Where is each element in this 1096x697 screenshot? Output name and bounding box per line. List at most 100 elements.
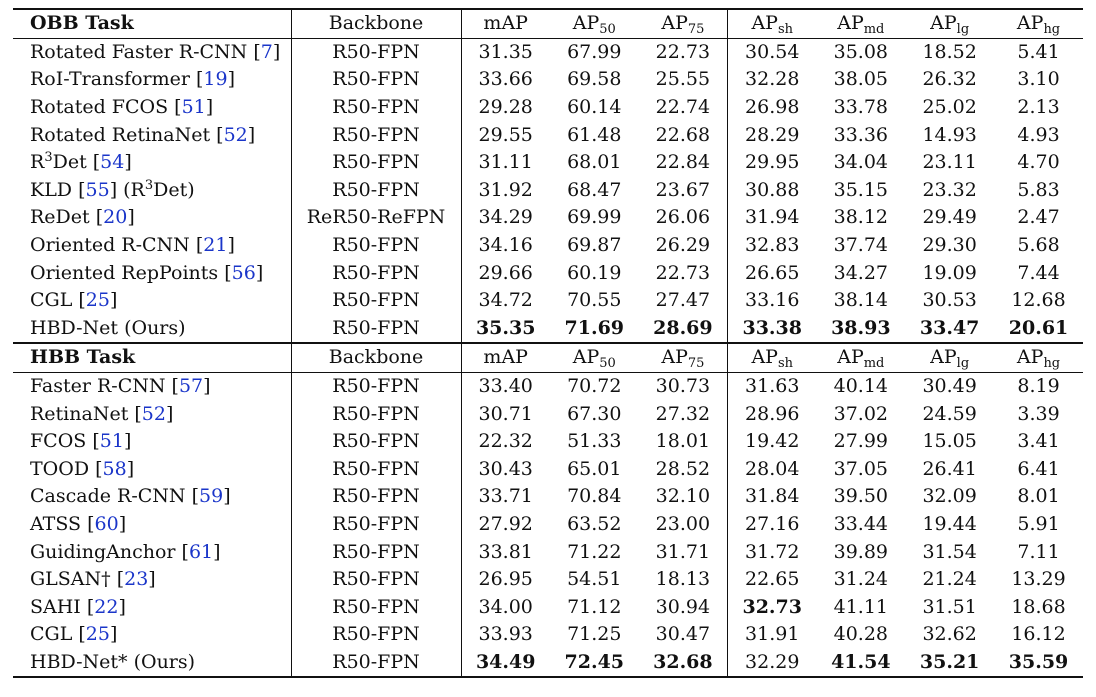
- backbone-cell: R50-FPN: [291, 372, 462, 401]
- method-name: Oriented R-CNN [21]: [13, 231, 292, 260]
- method-text: ] (R: [109, 178, 145, 201]
- method-text: ]: [127, 206, 135, 229]
- method-text: ]: [118, 512, 127, 535]
- table-row: SAHI [22] R50-FPN 34.00 71.12 30.94 32.73 41.1…: [13, 593, 1083, 622]
- method-text: ]: [118, 595, 126, 618]
- apsh-cell: 26.98: [745, 96, 800, 119]
- table-row: ReDet [20] ReR50-ReFPN 34.29 69.99 26.06 31.9…: [13, 204, 1083, 232]
- method-name: SAHI [22]: [13, 593, 292, 622]
- apsh-cell: 32.29: [727, 648, 817, 679]
- aphg-cell: 35.59: [994, 648, 1083, 679]
- apsh-cell: 28.29: [745, 123, 800, 146]
- citation-ref: 55: [85, 178, 110, 201]
- method-text: ]: [148, 568, 156, 591]
- table-row: CGL [25] R50-FPN 33.93 71.25 30.47 31.91 40.28…: [13, 621, 1083, 649]
- ap50-cell: 70.84: [567, 485, 622, 508]
- method-text: ]: [124, 151, 132, 174]
- map-cell: 33.93: [478, 623, 533, 646]
- method-text: R: [30, 151, 45, 174]
- hbb-backbone-header: Backbone: [291, 342, 462, 373]
- aplg-cell: 24.59: [922, 402, 977, 425]
- hbb-aphg-header: APhg: [994, 342, 1083, 373]
- aphg-cell: 8.19: [1017, 375, 1060, 398]
- apsh-cell: 31.91: [745, 623, 800, 646]
- method-text: KLD [: [30, 178, 86, 201]
- ap75-cell: 18.01: [638, 427, 729, 456]
- ap75-cell: 26.29: [638, 231, 729, 260]
- backbone-cell: R50-FPN: [291, 148, 462, 177]
- method-text: ]: [109, 289, 118, 312]
- map-cell: 34.00: [478, 595, 533, 618]
- table-row: ATSS [60] R50-FPN 27.92 63.52 23.00 27.16 33.4…: [13, 510, 1083, 539]
- aphg-cell: 16.12: [1011, 623, 1066, 646]
- superscript: 3: [144, 177, 154, 193]
- hbb-header-row: HBB Task Backbone mAP AP50 AP75 APsh APm…: [13, 342, 1083, 373]
- aphg-cell: 3.41: [1017, 430, 1060, 453]
- method-text: GuidingAnchor [: [30, 540, 189, 563]
- apmd-cell: 41.54: [816, 648, 906, 679]
- ap75-cell: 32.68: [638, 648, 729, 679]
- ap75-cell: 27.47: [638, 286, 729, 315]
- ap50-cell: 60.14: [567, 96, 622, 119]
- aphg-cell: 4.93: [1017, 123, 1060, 146]
- citation-ref: 54: [100, 151, 125, 174]
- ap50-cell: 54.51: [567, 568, 622, 591]
- aplg-cell: 31.54: [922, 540, 977, 563]
- backbone-cell: R50-FPN: [291, 286, 462, 315]
- method-text: Oriented R-CNN [: [30, 234, 204, 257]
- backbone-cell: R50-FPN: [291, 121, 462, 149]
- apmd-cell: 38.12: [833, 206, 889, 229]
- apmd-cell: 27.99: [833, 430, 889, 453]
- hbb-apsh-header: APsh: [727, 342, 817, 373]
- apsh-cell: 31.94: [745, 206, 800, 229]
- method-name: FCOS [51]: [13, 427, 292, 456]
- table-row: HBD-Net* (Ours) R50-FPN 34.49 72.45 32.68 32.…: [13, 648, 1083, 679]
- aplg-cell: 18.52: [922, 40, 977, 63]
- apsh-cell: 32.83: [745, 234, 800, 257]
- backbone-cell: R50-FPN: [291, 259, 462, 287]
- method-text: TOOD [: [30, 457, 103, 480]
- method-text: ]: [247, 123, 256, 146]
- aphg-cell: 18.68: [1011, 595, 1066, 618]
- citation-ref: 52: [141, 402, 166, 425]
- method-text: Det): [153, 178, 195, 201]
- backbone-cell: R50-FPN: [291, 565, 462, 594]
- ap75-cell: 27.32: [638, 400, 729, 428]
- method-text: ]: [165, 402, 174, 425]
- apmd-cell: 40.28: [833, 623, 889, 646]
- table-row: GuidingAnchor [61] R50-FPN 33.81 71.22 31.71…: [13, 538, 1083, 566]
- ap50-cell: 69.99: [567, 206, 622, 229]
- method-text: ]: [203, 375, 211, 398]
- backbone-cell: R50-FPN: [291, 483, 462, 511]
- aphg-cell: 20.61: [1008, 316, 1069, 339]
- method-text: GLSAN† [: [30, 568, 125, 591]
- method-text: Rotated RetinaNet [: [30, 123, 224, 146]
- table-row: Rotated RetinaNet [52] R50-FPN 29.55 61.48 2…: [13, 121, 1083, 149]
- method-name: ATSS [60]: [13, 510, 292, 539]
- backbone-cell: R50-FPN: [291, 455, 462, 484]
- table-row: Oriented R-CNN [21] R50-FPN 34.16 69.87 26.2…: [13, 231, 1083, 260]
- map-cell: 30.71: [478, 402, 533, 425]
- method-name: Rotated RetinaNet [52]: [13, 121, 292, 149]
- method-text: ]: [227, 68, 236, 91]
- ap50-cell: 68.01: [567, 151, 622, 174]
- citation-ref: 51: [99, 430, 124, 453]
- table-row: CGL [25] R50-FPN 34.72 70.55 27.47 33.16 38.14…: [13, 286, 1083, 315]
- method-text: ]: [223, 485, 231, 508]
- ap50-cell: 67.30: [567, 402, 622, 425]
- hbb-aplg-header: APlg: [905, 342, 995, 373]
- apsh-cell: 19.42: [745, 430, 800, 453]
- backbone-cell: R50-FPN: [291, 538, 462, 566]
- backbone-cell: R50-FPN: [291, 621, 462, 649]
- aplg-cell: 30.49: [922, 375, 977, 398]
- aplg-cell: 23.11: [922, 151, 977, 174]
- aplg-cell: 21.24: [922, 568, 977, 591]
- method-text: ]: [213, 540, 221, 563]
- ap75-cell: 30.94: [638, 593, 729, 622]
- apsh-cell: 28.96: [745, 402, 800, 425]
- apsh-cell: 30.54: [745, 40, 800, 63]
- apsh-cell: 27.16: [745, 512, 800, 535]
- citation-ref: 23: [124, 568, 149, 591]
- aphg-cell: 2.13: [1017, 96, 1060, 119]
- table-row: KLD [55] (R3Det) R50-FPN 31.92 68.47 23.67 30…: [13, 176, 1083, 205]
